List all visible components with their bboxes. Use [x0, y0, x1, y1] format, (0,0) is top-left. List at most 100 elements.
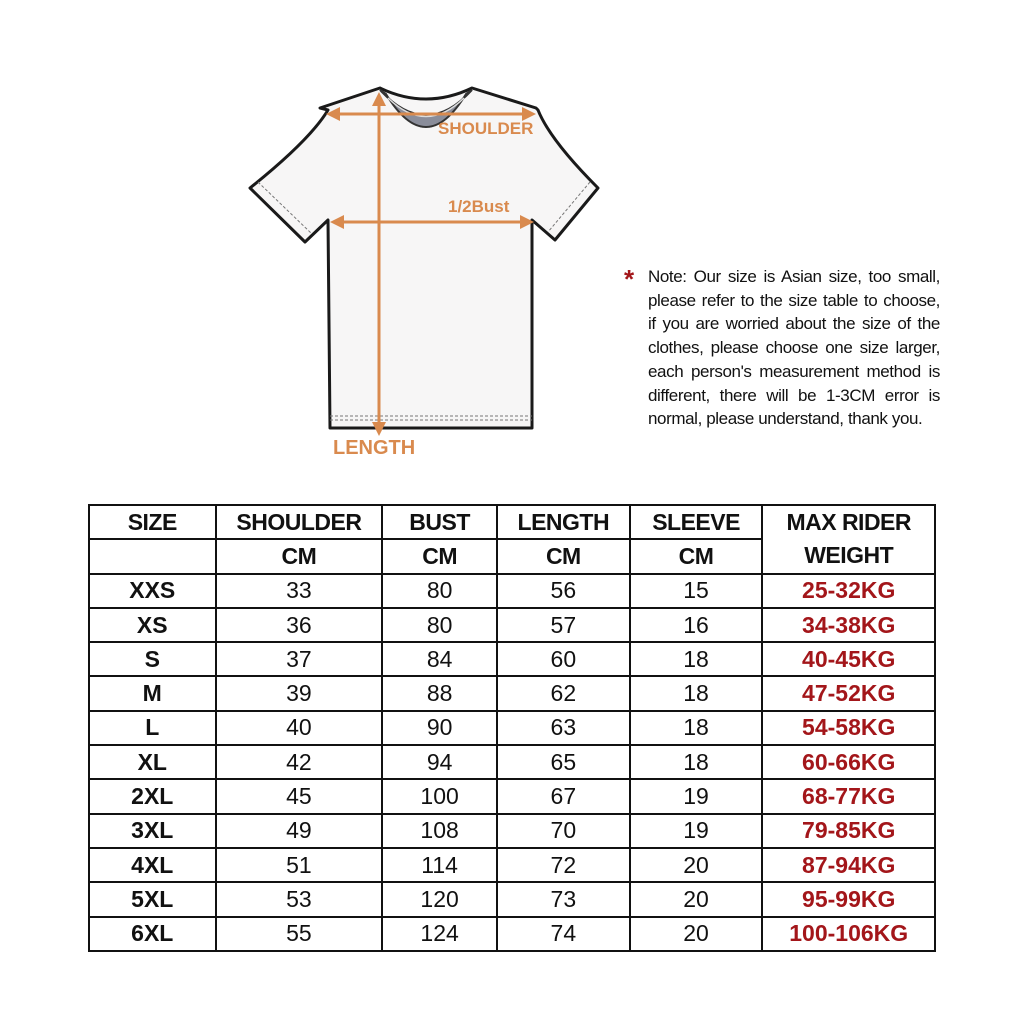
header-length: LENGTH [495, 503, 631, 541]
header-max-rider: MAX RIDER [786, 509, 911, 536]
cell-sleeve: 15 [628, 572, 764, 609]
cell-weight: 68-77KG [761, 778, 936, 815]
unit-shoulder: CM [214, 538, 384, 575]
header-sleeve: SLEEVE [628, 503, 764, 541]
cell-shoulder: 55 [214, 915, 384, 952]
cell-size: L [88, 709, 217, 747]
cell-weight: 95-99KG [761, 881, 936, 918]
cell-sleeve: 18 [628, 641, 764, 678]
size-note: Note: Our size is Asian size, too small,… [648, 267, 940, 429]
cell-length: 62 [495, 675, 631, 712]
cell-weight: 25-32KG [761, 572, 936, 609]
tshirt-illustration [248, 86, 600, 430]
cell-length: 63 [495, 709, 631, 747]
cell-length: 73 [495, 881, 631, 918]
cell-weight: 34-38KG [761, 606, 936, 644]
cell-weight: 79-85KG [761, 812, 936, 849]
table-row: 6XL 55 124 74 20 100-106KG [88, 915, 936, 952]
unit-bust: CM [381, 538, 498, 575]
cell-size: 5XL [88, 881, 217, 918]
cell-bust: 100 [381, 778, 498, 815]
cell-bust: 114 [381, 846, 498, 884]
header-max-rider-weight: MAX RIDER WEIGHT [761, 504, 936, 575]
cell-weight: 60-66KG [761, 744, 936, 781]
cell-size: XXS [88, 572, 217, 609]
cell-weight: 54-58KG [761, 709, 936, 747]
cell-bust: 80 [381, 572, 498, 609]
cell-length: 65 [495, 744, 631, 781]
asterisk-icon: * [624, 264, 635, 294]
table-row: 4XL 51 114 72 20 87-94KG [88, 846, 936, 884]
cell-bust: 108 [381, 812, 498, 849]
cell-length: 70 [495, 812, 631, 849]
cell-size: XS [88, 606, 217, 644]
cell-bust: 94 [381, 744, 498, 781]
cell-sleeve: 19 [628, 812, 764, 849]
cell-length: 74 [495, 915, 631, 952]
unit-sleeve: CM [628, 538, 764, 575]
cell-bust: 124 [381, 915, 498, 952]
header-size: SIZE [88, 503, 217, 541]
shoulder-label: SHOULDER [438, 119, 533, 138]
cell-sleeve: 20 [628, 846, 764, 884]
size-table: SIZE SHOULDER BUST LENGTH SLEEVE MAX RID… [88, 503, 936, 952]
cell-sleeve: 18 [628, 675, 764, 712]
cell-length: 60 [495, 641, 631, 678]
cell-size: S [88, 641, 217, 678]
table-row: 3XL 49 108 70 19 79-85KG [88, 812, 936, 849]
cell-sleeve: 19 [628, 778, 764, 815]
cell-shoulder: 45 [214, 778, 384, 815]
cell-size: 4XL [88, 846, 217, 884]
cell-length: 57 [495, 606, 631, 644]
table-row: S 37 84 60 18 40-45KG [88, 641, 936, 678]
table-row: 2XL 45 100 67 19 68-77KG [88, 778, 936, 815]
cell-bust: 88 [381, 675, 498, 712]
cell-bust: 84 [381, 641, 498, 678]
header-row: SIZE SHOULDER BUST LENGTH SLEEVE MAX RID… [88, 503, 936, 575]
cell-weight: 47-52KG [761, 675, 936, 712]
table-row: L 40 90 63 18 54-58KG [88, 709, 936, 747]
length-label: LENGTH [333, 437, 415, 459]
cell-sleeve: 18 [628, 744, 764, 781]
cell-shoulder: 37 [214, 641, 384, 678]
table-row: XS 36 80 57 16 34-38KG [88, 606, 936, 644]
units-row: CM CM CM CM [88, 538, 935, 575]
table-row: XL 42 94 65 18 60-66KG [88, 744, 936, 781]
cell-shoulder: 42 [214, 744, 384, 781]
cell-shoulder: 39 [214, 675, 384, 712]
cell-sleeve: 20 [628, 881, 764, 918]
cell-length: 72 [495, 846, 631, 884]
cell-size: XL [88, 744, 217, 781]
cell-size: M [88, 675, 217, 712]
cell-length: 67 [495, 778, 631, 815]
cell-sleeve: 16 [628, 606, 764, 644]
cell-shoulder: 33 [214, 572, 384, 609]
cell-shoulder: 36 [214, 606, 384, 644]
cell-weight: 40-45KG [761, 641, 936, 678]
header-weight: WEIGHT [804, 542, 894, 569]
table-row: 5XL 53 120 73 20 95-99KG [88, 881, 936, 918]
cell-bust: 120 [381, 881, 498, 918]
cell-size: 2XL [88, 778, 217, 815]
header-shoulder: SHOULDER [214, 503, 384, 541]
cell-shoulder: 49 [214, 812, 384, 849]
cell-shoulder: 51 [214, 846, 384, 884]
header-bust: BUST [381, 503, 498, 541]
cell-size: 3XL [88, 812, 217, 849]
cell-size: 6XL [88, 915, 217, 952]
table-row: M 39 88 62 18 47-52KG [88, 675, 936, 712]
cell-shoulder: 40 [214, 709, 384, 747]
cell-length: 56 [495, 572, 631, 609]
cell-shoulder: 53 [214, 881, 384, 918]
bust-label: 1/2Bust [448, 197, 510, 216]
cell-weight: 87-94KG [761, 846, 936, 884]
cell-sleeve: 20 [628, 915, 764, 952]
units-empty [88, 538, 217, 575]
cell-weight: 100-106KG [761, 915, 936, 952]
tshirt-measurement-diagram: SHOULDER 1/2Bust LENGTH [248, 86, 600, 459]
table-row: XXS 33 80 56 15 25-32KG [88, 572, 936, 609]
cell-bust: 90 [381, 709, 498, 747]
cell-sleeve: 18 [628, 709, 764, 747]
cell-bust: 80 [381, 606, 498, 644]
unit-length: CM [495, 538, 631, 575]
